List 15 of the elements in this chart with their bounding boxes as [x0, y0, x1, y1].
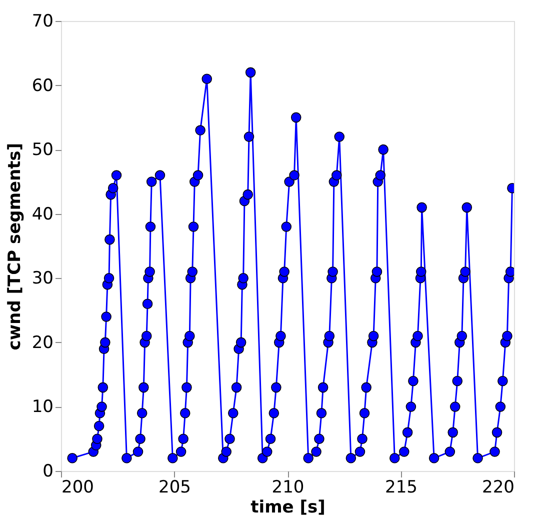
y-tick-label: 10: [32, 397, 54, 418]
x-tick-label: 210: [272, 478, 304, 498]
x-tick-label: 220: [482, 478, 514, 498]
y-axis-title: cwnd [TCP segments]: [4, 142, 25, 350]
y-tick-label: 40: [32, 204, 54, 224]
y-tick-label: 20: [32, 332, 54, 353]
y-tick-label: 0: [42, 462, 54, 482]
y-tick-label: 60: [32, 76, 54, 96]
y-tick-label: 70: [32, 12, 54, 32]
x-axis-title: time [s]: [250, 498, 326, 518]
y-tick-label: 30: [32, 268, 54, 289]
y-tick-label: 50: [32, 140, 54, 160]
x-tick-label: 205: [158, 478, 191, 498]
x-tick-label: 215: [385, 478, 418, 498]
x-tick-label: 200: [62, 478, 94, 498]
